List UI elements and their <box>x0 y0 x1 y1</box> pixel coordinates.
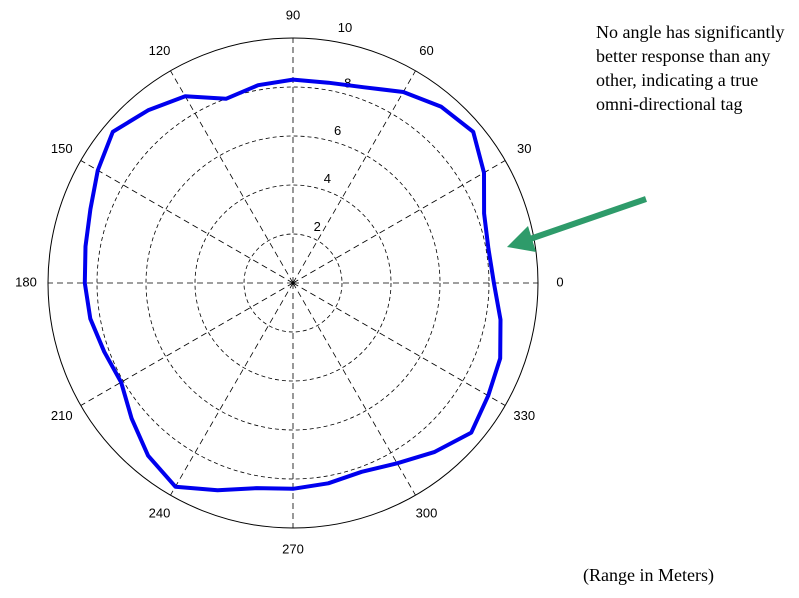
angle-labels: 0 30 60 90 120 150 180 210 240 270 300 330 10 <box>15 7 563 556</box>
angle-spoke <box>292 282 506 406</box>
range-series-line <box>82 77 503 493</box>
angle-tick-label: 0 <box>556 274 563 289</box>
range-ring <box>145 135 441 431</box>
range-tick-label: 4 <box>324 171 331 186</box>
arrow-shaft <box>529 196 647 242</box>
annotation-text: No angle has significantly better respon… <box>596 22 785 114</box>
angle-tick-label: 270 <box>282 541 304 556</box>
angle-tick-label: 10 <box>338 20 352 35</box>
angle-tick-label: 30 <box>517 141 531 156</box>
angle-spoke <box>292 160 506 284</box>
angle-tick-label: 120 <box>149 43 171 58</box>
angle-tick-label: 60 <box>419 43 433 58</box>
range-ring <box>194 184 392 382</box>
angle-tick-label: 150 <box>51 141 73 156</box>
series-layer <box>82 77 503 493</box>
range-ring <box>243 233 343 333</box>
angle-spoke <box>170 282 294 496</box>
range-tick-label: 2 <box>314 219 321 234</box>
angle-tick-label: 330 <box>513 408 535 423</box>
range-tick-label: 6 <box>334 123 341 138</box>
range-units-note: (Range in Meters) <box>583 565 714 585</box>
angle-tick-label: 180 <box>15 274 37 289</box>
range-tick-label: 8 <box>344 75 351 90</box>
annotation-arrow <box>507 196 647 252</box>
range-labels: 2 4 6 8 <box>314 75 352 234</box>
angle-tick-label: 210 <box>51 408 73 423</box>
arrow-head <box>507 226 536 252</box>
angle-tick-label: 90 <box>286 7 300 22</box>
angle-spoke <box>80 160 294 284</box>
angle-tick-label: 240 <box>149 506 171 521</box>
angle-spoke <box>292 70 416 284</box>
polar-grid <box>47 37 539 529</box>
angle-spoke <box>80 282 294 406</box>
angle-spoke <box>292 282 416 496</box>
angle-spoke <box>170 70 294 284</box>
angle-tick-label: 300 <box>416 506 438 521</box>
